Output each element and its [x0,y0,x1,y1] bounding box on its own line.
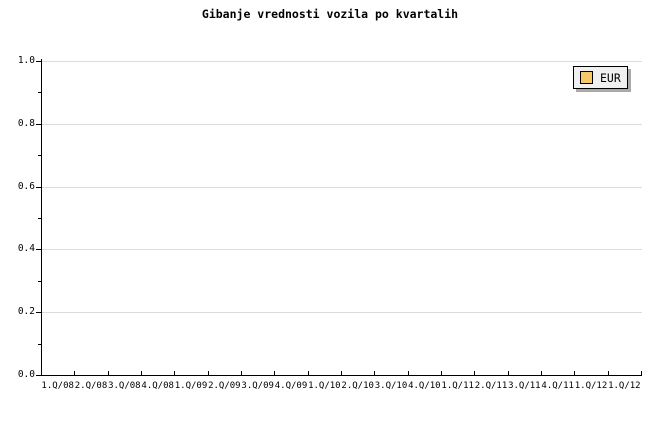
x-axis-tick [374,371,375,375]
y-axis-major-tick [36,187,41,188]
x-axis-tick [274,371,275,375]
x-axis-tick-label: 2.Q/09 [208,381,241,391]
x-axis-tick-label: 2.Q/11 [474,381,508,391]
y-axis-major-tick [36,312,41,313]
x-axis-tick [541,371,542,375]
y-axis-tick-label: 0.6 [17,181,35,192]
y-axis-major-tick [36,375,41,376]
x-axis-tick-label: 1.Q/09 [174,381,208,391]
x-axis-tick-label: 3.Q/11 [508,381,541,391]
y-axis-tick-label: 0.0 [17,369,35,380]
y-axis-major-tick [36,124,41,125]
x-axis-tick-label: 2.Q/10 [341,381,374,391]
gridline [42,249,642,250]
y-axis-tick-label: 0.4 [17,243,35,254]
x-axis-tick-label: 1.Q/12 [608,381,641,391]
x-axis-tick-label: 2.Q/08 [74,381,108,391]
y-axis-minor-tick [38,92,41,93]
x-axis-tick [341,371,342,375]
x-axis-tick [74,371,75,375]
x-axis-tick [608,371,609,375]
y-axis-tick-label: 1.0 [17,55,35,66]
legend-label-eur: EUR [600,70,621,85]
x-axis-tick [174,371,175,375]
gridline [42,61,642,62]
x-axis-tick-label: 3.Q/10 [374,381,408,391]
x-axis-tick [441,371,442,375]
x-axis-line [41,375,642,376]
y-axis-tick-label: 0.8 [17,118,35,129]
x-axis-tick [241,371,242,375]
x-axis-tick-label: 1.Q/10 [308,381,341,391]
x-axis-tick-label: 3.Q/09 [241,381,274,391]
x-axis-tick [408,371,409,375]
x-axis-tick [641,371,642,375]
x-axis-tick [574,371,575,375]
y-axis-major-tick [36,249,41,250]
y-axis-minor-tick [38,155,41,156]
x-axis-tick [208,371,209,375]
x-axis-tick [474,371,475,375]
x-axis-tick-label: 4.Q/10 [408,381,441,391]
x-axis-tick [508,371,509,375]
x-axis-tick-label: 4.Q/08 [141,381,174,391]
x-axis-tick-label: 1.Q/12 [574,381,608,391]
gridline [42,312,642,313]
x-axis-tick [108,371,109,375]
y-axis-minor-tick [38,344,41,345]
y-axis-major-tick [36,61,41,62]
gridline [42,124,642,125]
x-axis-tick-label: 1.Q/11 [441,381,474,391]
x-axis-tick-label: 3.Q/08 [108,381,141,391]
chart-title: Gibanje vrednosti vozila po kvartalih [201,7,459,21]
x-axis-tick-label: 4.Q/11 [541,381,574,391]
x-axis-tick [308,371,309,375]
x-axis-tick-label: 1.Q/08 [41,381,74,391]
y-axis-minor-tick [38,218,41,219]
y-axis-minor-tick [38,281,41,282]
legend-box: EUR [573,66,628,89]
y-axis-tick-label: 0.2 [17,306,35,317]
legend-swatch-eur-icon [580,71,593,84]
y-axis-line [41,59,42,376]
gridline [42,187,642,188]
x-axis-tick [141,371,142,375]
x-axis-tick-label: 4.Q/09 [274,381,308,391]
